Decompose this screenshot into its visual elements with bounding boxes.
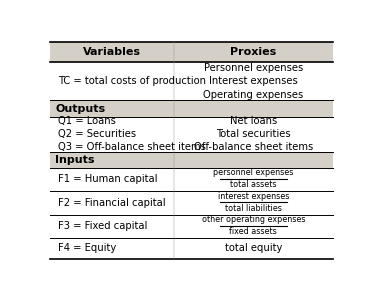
Text: F3 = Fixed capital: F3 = Fixed capital xyxy=(58,221,148,231)
Text: fixed assets: fixed assets xyxy=(229,227,277,236)
Text: TC = total costs of production: TC = total costs of production xyxy=(58,76,206,86)
Text: Net loans
Total securities
Off-balance sheet items: Net loans Total securities Off-balance s… xyxy=(194,116,313,152)
Text: total equity: total equity xyxy=(225,243,282,253)
Text: other operating expenses: other operating expenses xyxy=(201,215,305,224)
Text: Outputs: Outputs xyxy=(55,103,106,113)
Text: Personnel expenses
Interest expenses
Operating expenses: Personnel expenses Interest expenses Ope… xyxy=(203,63,304,100)
Text: Inputs: Inputs xyxy=(55,155,95,165)
Text: interest expenses: interest expenses xyxy=(217,192,289,201)
Text: Proxies: Proxies xyxy=(230,47,276,57)
Text: total liabilities: total liabilities xyxy=(225,204,282,213)
Text: Q1 = Loans
Q2 = Securities
Q3 = Off-balance sheet items: Q1 = Loans Q2 = Securities Q3 = Off-bala… xyxy=(58,116,206,152)
Text: F1 = Human capital: F1 = Human capital xyxy=(58,175,158,185)
FancyBboxPatch shape xyxy=(50,152,333,168)
Text: F2 = Financial capital: F2 = Financial capital xyxy=(58,198,166,208)
FancyBboxPatch shape xyxy=(50,100,333,117)
Text: Variables: Variables xyxy=(83,47,141,57)
FancyBboxPatch shape xyxy=(50,42,333,62)
Text: total assets: total assets xyxy=(230,180,276,189)
Text: personnel expenses: personnel expenses xyxy=(213,168,294,177)
Text: F4 = Equity: F4 = Equity xyxy=(58,243,116,253)
